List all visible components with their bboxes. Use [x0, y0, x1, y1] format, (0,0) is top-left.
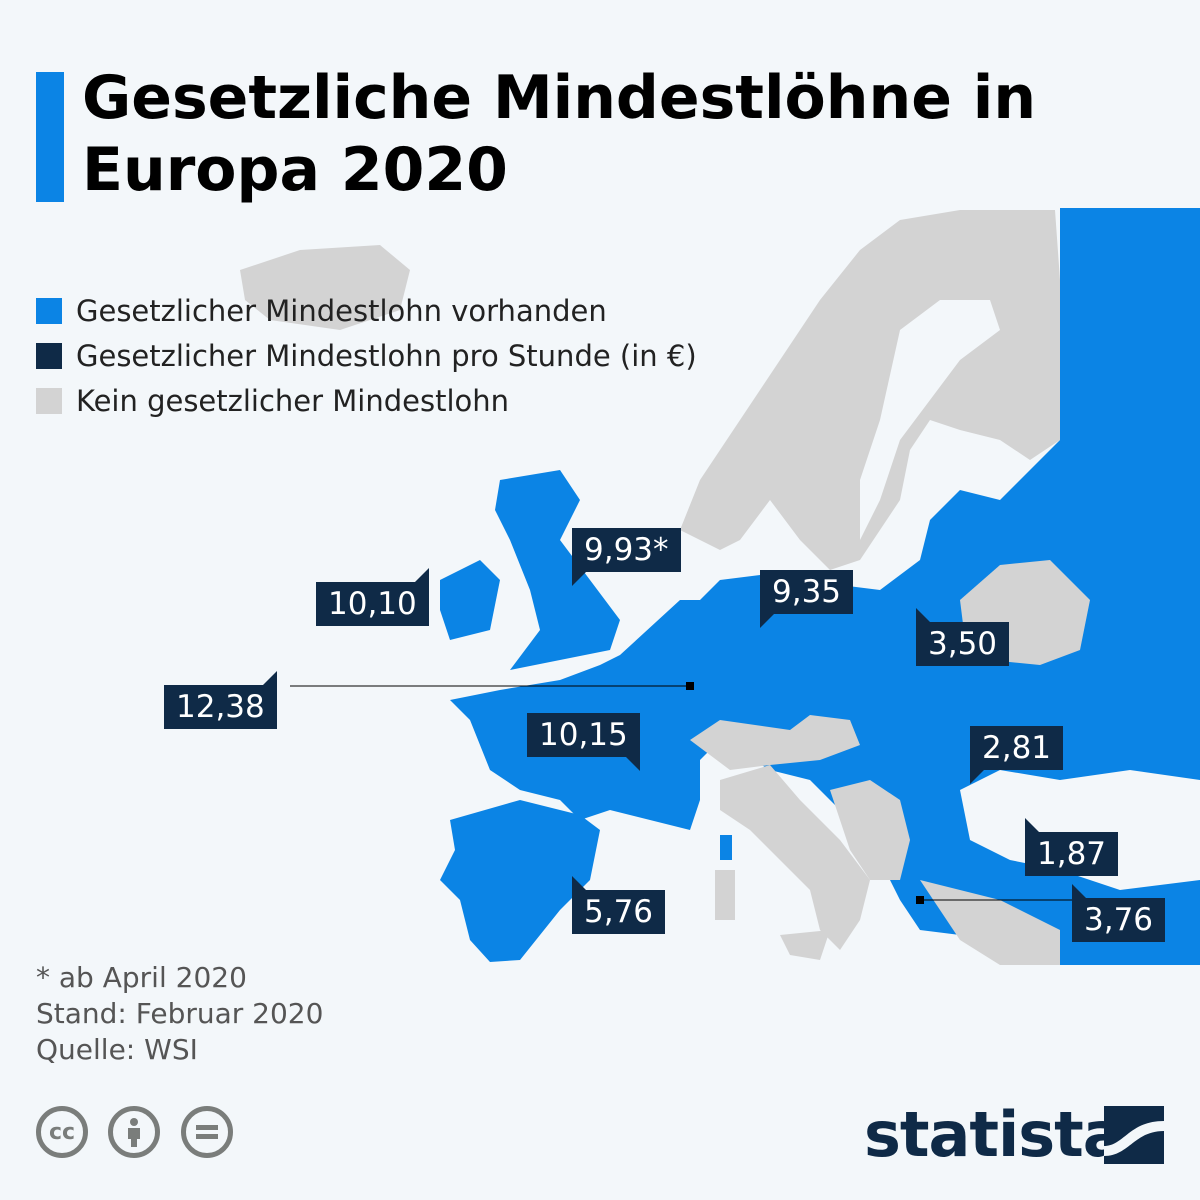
region-iceland — [240, 245, 410, 330]
value-label-spain: 5,76 — [572, 876, 666, 934]
region-uk — [495, 470, 620, 670]
region-ireland — [440, 560, 500, 640]
source-note: Quelle: WSI — [36, 1033, 198, 1066]
title-accent-bar — [36, 72, 64, 202]
legend-item: Kein gesetzlicher Mindestlohn — [36, 378, 697, 423]
region-sardinia — [715, 870, 735, 920]
legend: Gesetzlicher Mindestlohn vorhanden Geset… — [36, 288, 697, 423]
statista-logo[interactable]: statista — [864, 1098, 1125, 1171]
region-balkans — [830, 780, 910, 880]
leader-dot — [916, 896, 924, 904]
legend-swatch — [36, 297, 62, 324]
region-sicily — [780, 930, 830, 960]
page-title: Gesetzliche Mindestlöhne in Europa 2020 — [82, 63, 1037, 205]
footer: * ab April 2020 Stand: Februar 2020 Quel… — [36, 960, 323, 1068]
value-label-france: 10,15 — [527, 713, 640, 771]
region-iberia — [440, 800, 600, 962]
attribution-icon[interactable] — [108, 1106, 160, 1158]
legend-swatch — [36, 342, 62, 369]
statista-logo-mark-icon — [1104, 1106, 1164, 1164]
region-corsica — [720, 835, 732, 860]
value-label-romania: 2,81 — [970, 726, 1064, 784]
region-greece — [920, 880, 1060, 965]
leader-dot — [686, 682, 694, 690]
region-italy — [720, 765, 870, 950]
value-label-poland: 3,50 — [916, 608, 1010, 666]
region-alps — [690, 715, 860, 770]
value-label-bulgaria: 1,87 — [1025, 818, 1119, 876]
legend-item: Gesetzlicher Mindestlohn pro Stunde (in … — [36, 333, 697, 378]
legend-label: Kein gesetzlicher Mindestlohn — [76, 383, 510, 418]
legend-label: Gesetzlicher Mindestlohn pro Stunde (in … — [76, 338, 697, 373]
footnote: * ab April 2020 — [36, 961, 247, 994]
legend-item: Gesetzlicher Mindestlohn vorhanden — [36, 288, 697, 333]
value-label-greece: 3,76 — [1072, 884, 1166, 942]
value-label-luxembourg: 12,38 — [164, 671, 277, 729]
black-sea — [960, 770, 1200, 890]
value-label-germany: 9,35 — [760, 570, 854, 628]
legend-label: Gesetzlicher Mindestlohn vorhanden — [76, 293, 607, 328]
gulf-of-bothnia — [860, 300, 1000, 540]
no-derivatives-icon[interactable] — [181, 1106, 233, 1158]
value-label-uk: 9,93* — [572, 528, 681, 586]
date-note: Stand: Februar 2020 — [36, 997, 324, 1030]
value-label-ireland: 10,10 — [316, 568, 429, 626]
cc-icon[interactable]: cc — [36, 1106, 88, 1158]
legend-swatch — [36, 387, 62, 414]
